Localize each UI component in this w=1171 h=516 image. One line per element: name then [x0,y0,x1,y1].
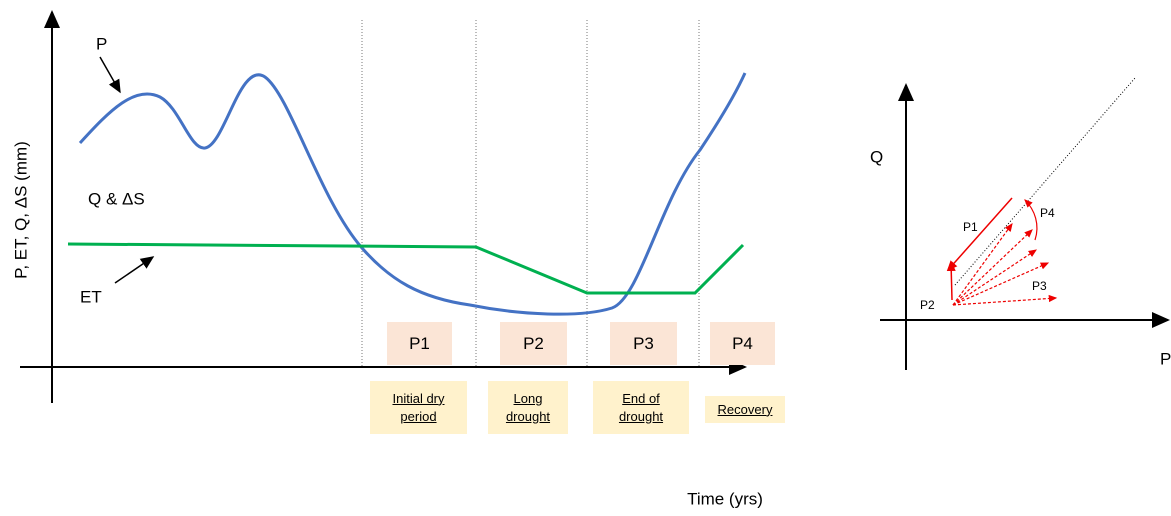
arrow [1024,199,1038,241]
period-dividers [361,20,700,367]
period-label: P2 [500,322,567,365]
y-axis-label: P, ET, Q, ΔS (mm) [11,141,30,279]
period-description: Initial dry period [370,381,467,434]
p-curve [78,72,747,316]
arrow-label: P4 [1040,206,1055,220]
x-axis-label: Time (yrs) [687,489,763,508]
curve-label: P [96,34,107,53]
pointer [99,56,121,94]
arrow [947,197,1013,272]
arrow [946,260,956,301]
et-curve [67,242,745,295]
arrow-label: P1 [963,220,978,234]
period-label: P4 [710,322,775,365]
y-axis-label: Q [870,147,883,166]
period-description: End of drought [593,381,689,434]
curve-label: ET [80,287,102,306]
arrow-label: P3 [1032,279,1047,293]
period-description: Long drought [488,381,568,434]
arrow-label: P2 [920,298,935,312]
period-description: Recovery [705,396,785,423]
period-label: P3 [610,322,677,365]
curve-label: Q & ΔS [88,189,145,208]
pointer [114,256,155,284]
arrows [952,223,1058,306]
x-axis-label: P [1160,349,1171,368]
period-label: P1 [387,322,452,365]
one-to-one-line [954,77,1136,286]
